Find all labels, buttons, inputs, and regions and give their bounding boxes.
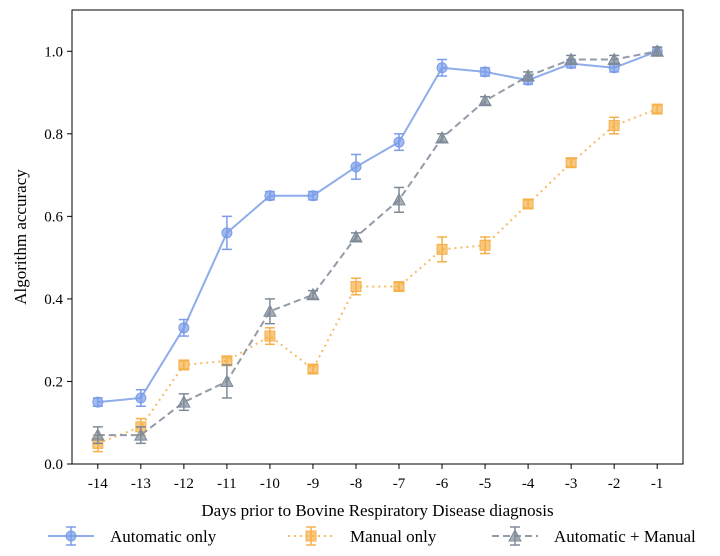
data-point	[178, 322, 190, 334]
y-axis-label: Algorithm accuracy	[11, 169, 30, 305]
y-axis: 0.0 0.2 0.4 0.6 0.8 1.0	[44, 44, 72, 473]
x-tick-label: -11	[217, 476, 236, 492]
data-point	[522, 198, 534, 210]
data-point	[564, 52, 578, 66]
legend-label: Manual only	[350, 527, 437, 546]
data-point	[436, 62, 448, 74]
x-tick-label: -9	[307, 476, 320, 492]
series-2	[92, 103, 663, 453]
x-tick-label: -5	[479, 476, 492, 492]
data-point	[263, 304, 277, 317]
data-point	[264, 190, 276, 202]
data-point	[479, 239, 491, 251]
data-point	[607, 52, 621, 66]
y-tick-label: 1.0	[44, 44, 63, 60]
data-point	[478, 93, 492, 107]
data-point	[436, 243, 448, 255]
series-line	[97, 50, 658, 437]
series-1	[92, 45, 663, 408]
data-point	[134, 428, 148, 441]
data-point	[350, 161, 362, 173]
x-tick-label: -4	[522, 476, 535, 492]
data-point	[349, 229, 363, 243]
data-point	[393, 136, 405, 148]
y-tick-label: 0.4	[44, 292, 63, 308]
data-point	[350, 281, 362, 293]
data-point	[479, 66, 491, 78]
y-tick-label: 0.2	[44, 374, 63, 390]
legend-entry: Automatic only	[48, 526, 217, 546]
legend-marker	[65, 530, 77, 542]
data-point	[307, 190, 319, 202]
legend-label: Automatic + Manual	[554, 527, 696, 546]
x-tick-label: -14	[88, 476, 108, 492]
x-tick-label: -7	[393, 476, 406, 492]
data-point	[264, 330, 276, 342]
data-point	[306, 287, 320, 301]
data-point	[307, 363, 319, 375]
legend-entry: Manual only	[288, 526, 437, 546]
y-tick-label: 0.8	[44, 127, 63, 143]
x-tick-label: -12	[174, 476, 194, 492]
series-line	[97, 50, 658, 404]
data-point	[177, 395, 191, 408]
x-tick-label: -6	[436, 476, 449, 492]
legend-label: Automatic only	[110, 527, 217, 546]
data-point	[92, 396, 104, 408]
x-axis: -14 -13 -12 -11 -10 -9 -8 -7 -6 -5 -4 -3 -2 -1	[88, 464, 664, 492]
y-tick-label: 0.6	[44, 209, 63, 225]
legend-marker	[305, 530, 317, 542]
plot-frame	[71, 9, 684, 465]
data-point	[521, 68, 535, 82]
data-point	[651, 103, 663, 115]
series-3	[90, 44, 665, 445]
data-point	[392, 192, 406, 206]
x-axis-label: Days prior to Bovine Respiratory Disease…	[201, 501, 553, 520]
x-tick-label: -2	[608, 476, 621, 492]
plot-marks	[90, 44, 665, 453]
x-tick-label: -13	[131, 476, 151, 492]
x-tick-label: -3	[565, 476, 578, 492]
y-tick-label: 0.0	[44, 457, 63, 473]
data-point	[435, 130, 449, 144]
data-point	[135, 392, 147, 404]
data-point	[393, 281, 405, 293]
data-point	[221, 227, 233, 239]
data-point	[650, 44, 665, 57]
legend-entry: Automatic + Manual	[492, 526, 696, 546]
data-point	[565, 157, 577, 169]
legend-marker	[508, 528, 522, 542]
data-point	[90, 428, 105, 441]
x-tick-label: -10	[260, 476, 280, 492]
x-tick-label: -8	[350, 476, 363, 492]
data-point	[178, 359, 190, 371]
legend: Automatic only Manual only Automatic + Man…	[48, 526, 696, 546]
x-tick-label: -1	[651, 476, 664, 492]
data-point	[220, 374, 234, 387]
data-point	[608, 120, 620, 132]
